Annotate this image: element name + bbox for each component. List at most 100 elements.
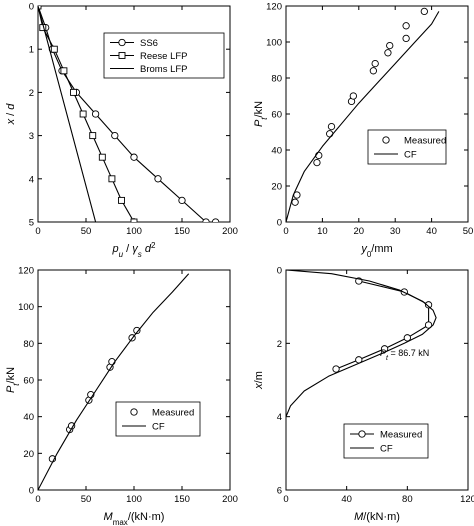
legend-label: Reese LFP [140,51,188,62]
data-point-circle [211,218,220,222]
x-tick-label: 40 [341,494,352,505]
x-tick-label: 150 [174,226,190,237]
data-point-circle [326,130,334,138]
series-cf [38,273,190,490]
legend-box [367,129,447,165]
y-tick-label: 0 [29,486,34,497]
y-tick-label: 4 [29,174,34,185]
x-axis-label: M/(kN·m) [354,511,400,523]
x-tick-label: 0 [283,226,288,237]
legend-label: Broms LFP [140,64,188,75]
plot-area [286,7,440,222]
x-axis-label: Mmax/(kN·m) [104,511,165,526]
data-point-circle [424,301,433,309]
y-axis-label: x / d [5,103,17,126]
data-point-circle [349,92,357,100]
y-tick-label: 80 [271,74,282,85]
chart-panel-bottom-right: 0 40 80 120 0 2 4 6 M/(kN·m) x/m Pt = 86.7 kN Measu… [253,266,474,524]
data-point-circle [130,153,138,161]
series-line [38,6,97,222]
y-tick-label: 6 [277,486,282,497]
data-point-circle [178,196,186,205]
data-point-circle [327,122,336,131]
y-tick-label: 5 [29,218,34,229]
series-measured [48,326,141,463]
x-tick-label: 0 [35,494,40,505]
data-point-circle [118,38,126,47]
data-point-circle [369,67,378,75]
data-point-circle [358,430,366,438]
series-line [286,11,440,222]
plot-frame [285,5,469,223]
x-tick-label: 30 [390,226,401,237]
series-reese-lfp [38,6,138,222]
x-axis-label: pu / γs d2 [112,241,156,259]
y-tick-label: 2 [277,339,282,350]
series-line [38,6,216,222]
data-point-square [89,132,97,140]
data-point-circle [420,7,428,16]
x-axis-label: y0/mm [360,243,392,259]
x-tick-label: 50 [81,494,92,505]
data-point-circle [424,321,433,329]
y-tick-label: 3 [29,131,34,142]
data-point-circle [402,22,410,30]
data-point-square [60,67,68,75]
y-tick-label: 4 [277,412,282,423]
legend-label: SS6 [140,38,158,49]
legend: SS6 Reese LFP Broms LFP [103,32,225,79]
y-tick-label: 60 [23,376,34,387]
data-point-circle [313,158,321,167]
legend: Measured CF [343,423,429,459]
legend-box [343,423,429,459]
x-tick-label: 100 [126,494,142,505]
data-point-square [50,45,58,53]
data-point-circle [384,49,392,57]
legend-label: Measured [152,408,194,419]
x-tick-label: 10 [317,226,328,237]
x-tick-label: 120 [460,494,474,505]
y-tick-label: 2 [29,88,34,99]
legend-label: CF [404,150,417,161]
series-broms-lfp [38,6,97,222]
y-tick-label: 20 [23,449,34,460]
series-line [286,270,437,417]
data-point-circle [382,136,390,144]
data-point-square [118,52,126,59]
y-tick-label: 0 [277,266,282,277]
x-tick-label: 200 [222,226,238,237]
legend: Measured CF [115,401,201,437]
legend-label: CF [152,422,165,433]
y-tick-label: 60 [271,110,282,121]
annotation: Pt = 86.7 kN [380,348,429,362]
data-point-circle [130,408,138,416]
x-tick-label: 20 [354,226,365,237]
legend-box [115,401,201,437]
x-tick-label: 100 [126,226,142,237]
data-point-circle [108,358,116,366]
data-point-circle [403,334,411,342]
x-tick-label: 80 [402,494,413,505]
data-point-square [70,88,77,96]
data-point-circle [133,326,141,335]
series-measured [291,7,428,206]
data-point-circle [91,110,100,118]
y-tick-label: 0 [277,218,282,229]
plot-area [286,270,437,417]
plot-area [38,273,190,490]
data-point-square [98,153,106,161]
x-tick-label: 50 [463,226,474,237]
data-point-circle [332,365,340,373]
chart-panel-top-right: 0 10 20 30 40 50 0 20 40 60 80 100 120 y0/mm Pt/kN Meas… [253,2,473,259]
x-tick-label: 0 [283,494,288,505]
series-cf [286,270,437,417]
data-point-circle [154,175,162,183]
y-tick-label: 80 [23,339,34,350]
data-point-circle [371,59,379,68]
legend-label: CF [380,444,393,455]
data-point-square [130,218,138,222]
chart-panel-bottom-left: 0 50 100 150 200 0 20 40 60 80 100 120 Mmax/(kN·m) Pt… [5,266,238,526]
y-axis-label: Pt/kN [5,367,21,393]
legend-label: Measured [404,136,446,147]
